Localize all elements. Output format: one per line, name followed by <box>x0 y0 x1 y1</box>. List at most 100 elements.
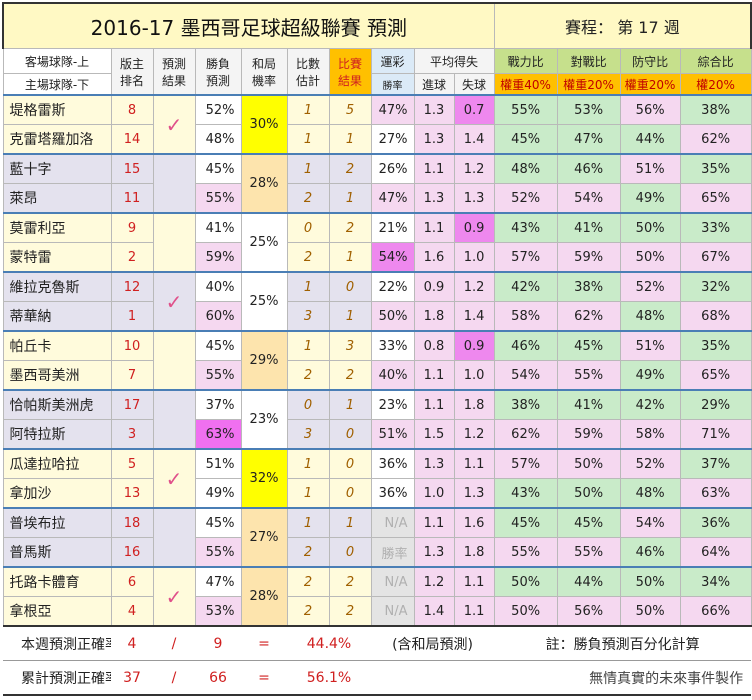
power-ratio: 62% <box>493 419 558 450</box>
record-ratio: 59% <box>556 242 621 273</box>
team-name: 帕丘卡 <box>2 330 112 361</box>
match-result: 1 <box>328 183 372 214</box>
win-percent: 53% <box>194 596 242 627</box>
header-row-2: 主場球隊-下 勝率 進球 失球 權重40% 權重20% 權重20% 權20% <box>2 73 752 96</box>
col-overall-weight: 權20% <box>679 73 752 96</box>
goals-against: 1.4 <box>453 124 495 155</box>
col-result: 比賽 結果 <box>328 48 372 96</box>
col-avg-against: 失球 <box>453 73 495 96</box>
goals-against: 1.2 <box>453 419 495 450</box>
win-percent: 37% <box>194 389 242 420</box>
week-total: 9 <box>195 625 241 661</box>
overall-ratio: 33% <box>679 212 752 243</box>
week-accuracy-row: 本週預測正確率 = 4 / 9 = 44.4% (含和局預測) 註：勝負預測百分… <box>3 625 752 661</box>
cum-total: 66 <box>195 660 241 696</box>
power-ratio: 58% <box>493 301 558 332</box>
goals-for: 1.1 <box>413 507 455 538</box>
goals-against: 1.2 <box>453 153 495 184</box>
table-row: 恰帕斯美洲虎 17 37% 23% 0 1 23% 1.1 1.8 38% 41% 42% 29% <box>2 389 752 450</box>
team-rank: 11 <box>110 183 154 214</box>
lottery-rate: N/A <box>370 566 415 597</box>
team-name: 藍十字 <box>2 153 112 184</box>
col-overall: 綜合比 <box>679 48 752 74</box>
team-name: 維拉克魯斯 <box>2 271 112 302</box>
team-rank: 10 <box>110 330 154 361</box>
record-ratio: 45% <box>556 330 621 361</box>
goals-for: 1.1 <box>413 212 455 243</box>
prediction-check <box>152 389 196 450</box>
score-estimate: 1 <box>286 330 330 361</box>
week-rate: 44.4% <box>287 625 371 661</box>
cumulative-accuracy-row: 累計預測正確率 = 37 / 66 = 56.1% 無情真實的未來事件製作 <box>3 660 752 696</box>
col-team-top: 客場球隊-上 <box>2 48 112 74</box>
table-row: 藍十字 15 45% 28% 1 2 26% 1.1 1.2 48% 46% 51% 35% <box>2 153 752 214</box>
defense-ratio: 49% <box>619 183 681 214</box>
win-percent: 63% <box>194 419 242 450</box>
score-estimate: 3 <box>286 301 330 332</box>
overall-ratio: 66% <box>679 596 752 627</box>
defense-ratio: 51% <box>619 153 681 184</box>
score-estimate: 1 <box>286 153 330 184</box>
record-ratio: 38% <box>556 271 621 302</box>
power-ratio: 57% <box>493 242 558 273</box>
power-ratio: 45% <box>493 124 558 155</box>
defense-ratio: 54% <box>619 507 681 538</box>
match-result: 2 <box>328 566 372 597</box>
table-row: 維拉克魯斯 12 ✓ 40% 25% 1 0 22% 0.9 1.2 42% 38% 52% 32% <box>2 271 752 332</box>
lottery-rate: N/A <box>370 596 415 627</box>
win-percent: 47% <box>194 566 242 597</box>
match-result: 0 <box>328 271 372 302</box>
record-ratio: 45% <box>556 507 621 538</box>
goals-against: 1.2 <box>453 271 495 302</box>
lottery-rate: 22% <box>370 271 415 302</box>
goals-against: 1.1 <box>453 596 495 627</box>
header-row-1: 客場球隊-上 版主 排名 預測 結果 勝負 預測 和局 機率 比數 估計 比賽 結果 運彩 … <box>2 48 752 96</box>
overall-ratio: 32% <box>679 271 752 302</box>
score-estimate: 3 <box>286 419 330 450</box>
win-percent: 45% <box>194 153 242 184</box>
match-result: 0 <box>328 448 372 479</box>
draw-percent: 32% <box>240 448 288 509</box>
overall-ratio: 65% <box>679 360 752 391</box>
power-ratio: 55% <box>493 94 558 125</box>
record-ratio: 53% <box>556 94 621 125</box>
win-percent: 52% <box>194 94 242 125</box>
defense-ratio: 44% <box>619 124 681 155</box>
win-percent: 60% <box>194 301 242 332</box>
team-name: 拿加沙 <box>2 478 112 509</box>
prediction-check: ✓ <box>152 271 196 332</box>
team-rank: 5 <box>110 448 154 479</box>
goals-against: 1.1 <box>453 566 495 597</box>
win-percent: 45% <box>194 330 242 361</box>
goals-for: 1.2 <box>413 566 455 597</box>
power-ratio: 57% <box>493 448 558 479</box>
calc-note: 註：勝負預測百分化計算 <box>494 625 752 661</box>
match-result: 2 <box>328 153 372 184</box>
games-body: 堤格雷斯 8 ✓ 52% 30% 1 5 47% 1.3 0.7 55% 53% 56% 38% 克雷塔羅加… <box>2 94 752 627</box>
goals-against: 1.8 <box>453 537 495 568</box>
power-ratio: 43% <box>493 212 558 243</box>
record-ratio: 50% <box>556 478 621 509</box>
goals-for: 1.1 <box>413 153 455 184</box>
win-percent: 59% <box>194 242 242 273</box>
team-name: 克雷塔羅加洛 <box>2 124 112 155</box>
team-rank: 9 <box>110 212 154 243</box>
power-ratio: 54% <box>493 360 558 391</box>
team-rank: 6 <box>110 566 154 597</box>
col-power: 戰力比 <box>493 48 558 74</box>
prediction-check: ✓ <box>152 566 196 627</box>
table-row: 蒙特雷 2 59% 2 1 54% 1.6 1.0 57% 59% 50% 67% <box>2 242 752 273</box>
table-row: 克雷塔羅加洛 14 48% 1 1 27% 1.3 1.4 45% 47% 44% 62% <box>2 124 752 155</box>
goals-for: 1.1 <box>413 389 455 420</box>
credit: 無情真實的未來事件製作 <box>494 660 752 696</box>
goals-for: 1.3 <box>413 537 455 568</box>
table-row: 阿特拉斯 3 63% 3 0 51% 1.5 1.2 62% 59% 58% 71% <box>2 419 752 450</box>
match-result: 5 <box>328 94 372 125</box>
col-pred: 預測 結果 <box>152 48 196 96</box>
team-name: 恰帕斯美洲虎 <box>2 389 112 420</box>
goals-for: 1.3 <box>413 124 455 155</box>
record-ratio: 50% <box>556 448 621 479</box>
win-percent: 51% <box>194 448 242 479</box>
defense-ratio: 56% <box>619 94 681 125</box>
draw-percent: 25% <box>240 212 288 273</box>
